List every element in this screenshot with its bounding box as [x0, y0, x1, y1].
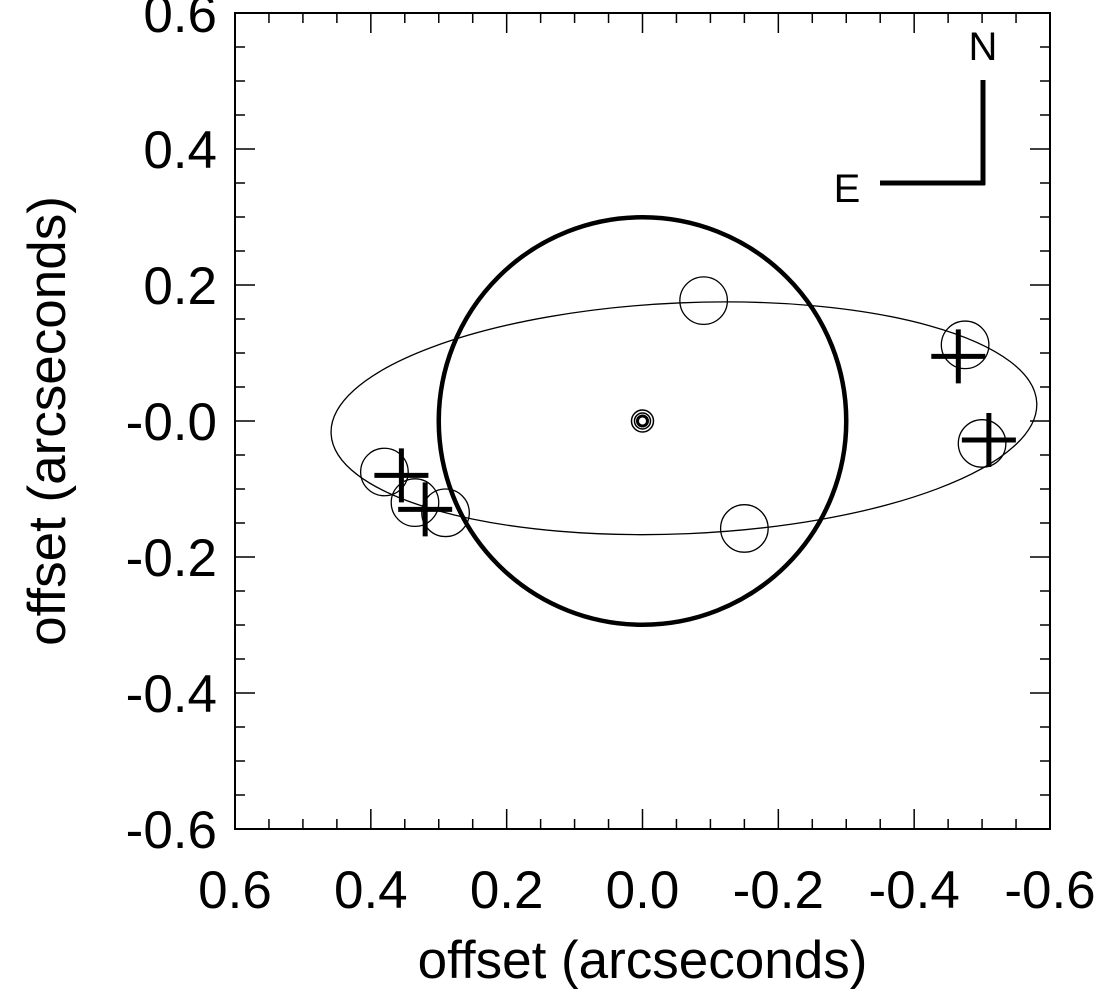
- chart-marks: [330, 215, 1038, 627]
- compass: N E: [834, 25, 998, 211]
- large-circle: [436, 215, 849, 627]
- predicted-position-circle: [359, 447, 409, 497]
- predicted-position-circle: [957, 419, 1007, 468]
- y-tick-label: -0.0: [126, 393, 217, 452]
- x-tick-label: 0.2: [470, 861, 544, 920]
- observed-position-cross: [961, 413, 1016, 468]
- y-tick-label: -0.4: [126, 665, 217, 724]
- observed-position-cross: [931, 329, 986, 384]
- central-object-ring: [633, 412, 652, 430]
- axis-ticks: [234, 12, 1051, 830]
- x-tick-label: 0.6: [198, 861, 272, 920]
- y-tick-label: 0.4: [143, 121, 217, 180]
- y-tick-label: 0.2: [143, 257, 217, 316]
- observed-position-cross: [374, 448, 429, 503]
- observed-position-cross: [398, 482, 453, 537]
- predicted-position-circle: [421, 488, 470, 538]
- tick-labels: 0.6 0.4 0.2 0.0 -0.2 -0.4 -0.60.60.40.2-0.0-0.…: [126, 0, 1096, 920]
- x-tick-label: -0.6: [1004, 861, 1095, 920]
- predicted-position-circle: [679, 276, 729, 326]
- x-tick-label: -0.4: [869, 861, 960, 920]
- y-tick-label: -0.6: [126, 801, 217, 860]
- predicted-position-circle: [940, 320, 990, 370]
- central-object-ring: [630, 409, 655, 433]
- predicted-position-circle: [390, 478, 440, 528]
- y-tick-label: 0.6: [143, 0, 217, 44]
- x-tick-label: 0.4: [334, 861, 408, 920]
- compass-north-label: N: [969, 25, 998, 69]
- x-axis-label: offset (arcseconds): [418, 931, 868, 990]
- plot-frame: [234, 12, 1051, 830]
- y-tick-label: -0.2: [126, 529, 217, 588]
- x-tick-label: -0.2: [733, 861, 824, 920]
- orbit-ellipse: [330, 301, 1038, 536]
- predicted-position-circle: [719, 504, 769, 553]
- x-tick-label: 0.0: [606, 861, 680, 920]
- compass-east-label: E: [834, 167, 861, 211]
- central-object-ring: [636, 414, 649, 428]
- y-axis-label: offset (arcseconds): [18, 196, 77, 646]
